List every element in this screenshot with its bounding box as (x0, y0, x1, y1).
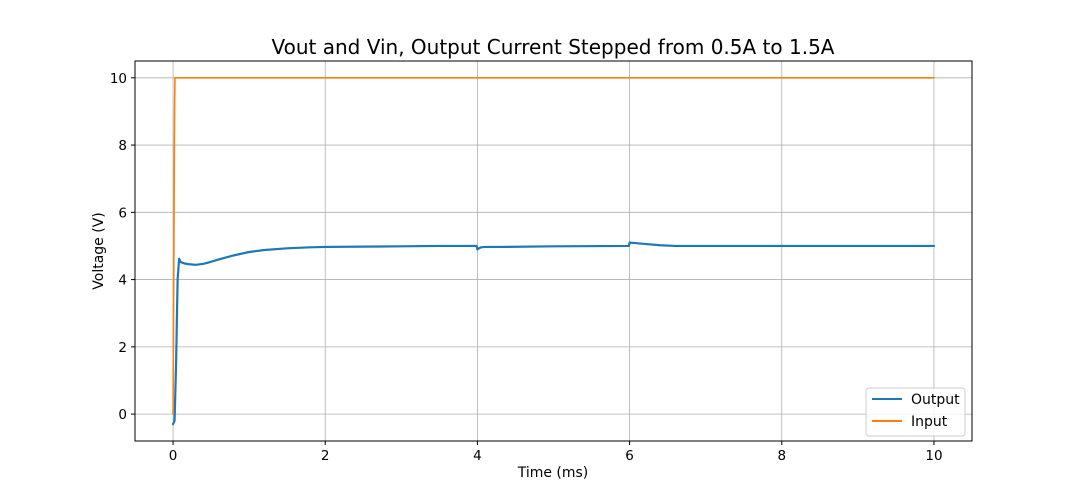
plot-series (171, 77, 936, 426)
legend: Output Input (865, 387, 966, 437)
x-axis-label: Time (ms) (517, 465, 589, 481)
x-tick-label: 10 (925, 448, 942, 464)
y-axis-label: Voltage (V) (91, 212, 107, 289)
x-tick-label: 4 (473, 448, 482, 464)
y-tick-label: 2 (118, 340, 127, 356)
x-tick-label: 8 (777, 448, 786, 464)
y-tick-label: 0 (118, 407, 127, 423)
y-tick-label: 10 (110, 71, 127, 87)
y-tick-label: 8 (118, 138, 127, 154)
plot-area-frame (134, 60, 973, 442)
legend-label-output: Output (911, 392, 960, 408)
series-line-output (171, 241, 936, 426)
x-tick-label: 0 (169, 448, 178, 464)
y-tick-label: 4 (118, 273, 127, 289)
x-tick-label: 6 (625, 448, 634, 464)
y-tick-label: 6 (118, 205, 127, 221)
axis-ticks: 0 2 4 6 8 10 0 2 4 6 8 10 (110, 71, 943, 464)
x-tick-label: 2 (321, 448, 330, 464)
chart-title: Vout and Vin, Output Current Stepped fro… (272, 35, 835, 59)
series-line-input (172, 77, 935, 415)
legend-label-input: Input (911, 414, 948, 430)
